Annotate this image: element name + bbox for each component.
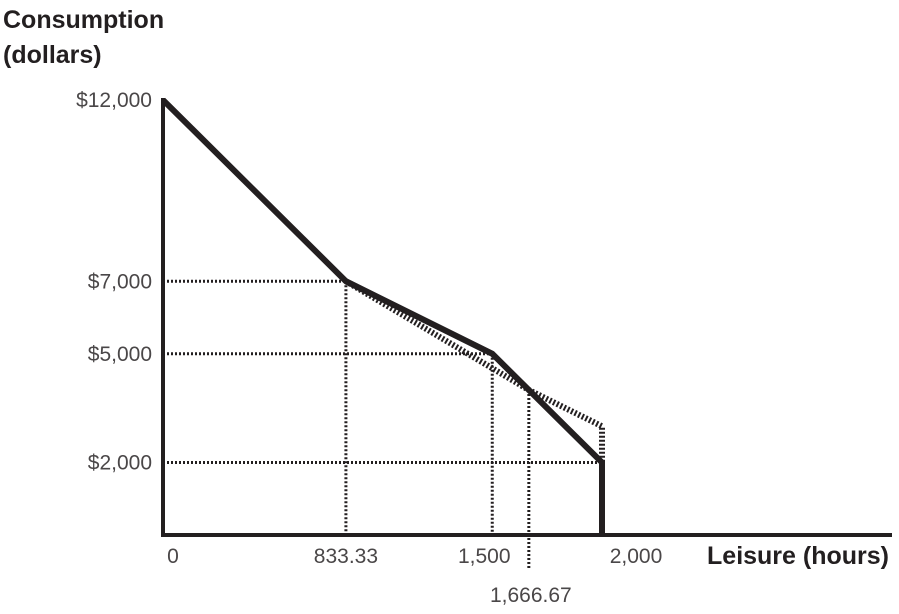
x-tick-label-3: 2,000 <box>610 545 663 568</box>
x-tick-label-1: 833.33 <box>314 545 378 568</box>
y-tick-label-2: $5,000 <box>88 343 152 366</box>
solid-series-line <box>160 97 605 535</box>
y-axis-title-line-0: Consumption <box>3 6 164 34</box>
x-tick-label-0: 0 <box>167 545 179 568</box>
y-tick-label-1: $7,000 <box>88 270 152 293</box>
y-tick-label-0: $12,000 <box>76 89 152 112</box>
x-axis-title: Leisure (hours) <box>707 542 889 570</box>
x-tick-label-lower-0: 1,666.67 <box>490 584 572 607</box>
dotted-series-line <box>344 278 605 463</box>
y-tick-label-3: $2,000 <box>88 452 152 475</box>
y-axis-title-line-1: (dollars) <box>3 41 102 69</box>
labels: Consumption (dollars) $12,000 $7,000 $5,000 $… <box>3 6 889 607</box>
series-lines <box>160 97 605 535</box>
guide-lines <box>163 279 602 568</box>
axes <box>161 98 892 537</box>
x-tick-label-2: 1,500 <box>458 545 511 568</box>
